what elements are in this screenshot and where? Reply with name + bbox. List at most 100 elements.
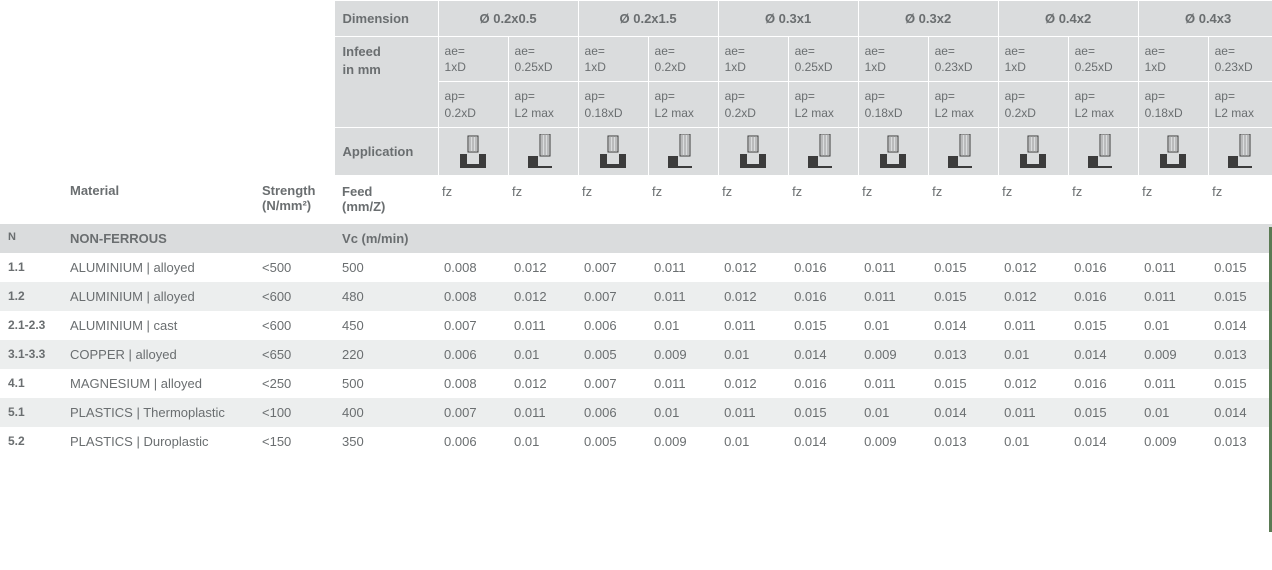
row-fz: 0.014	[1068, 340, 1138, 369]
shoulder-milling-icon	[1208, 127, 1272, 175]
row-strength: <600	[254, 282, 334, 311]
row-fz: 0.011	[718, 398, 788, 427]
vc-label: Vc (m/min)	[334, 224, 438, 253]
row-vc: 480	[334, 282, 438, 311]
table-row: 3.1-3.3COPPER | alloyed<6502200.0060.010…	[0, 340, 1272, 369]
row-fz: 0.012	[508, 253, 578, 282]
row-strength: <650	[254, 340, 334, 369]
dimension-row: Dimension Ø 0.2x0.5 Ø 0.2x1.5 Ø 0.3x1 Ø …	[0, 1, 1272, 37]
row-fz: 0.01	[508, 427, 578, 456]
table-row: 4.1MAGNESIUM | alloyed<2505000.0080.0120…	[0, 369, 1272, 398]
row-material: PLASTICS | Duroplastic	[62, 427, 254, 456]
row-fz: 0.011	[508, 398, 578, 427]
row-fz: 0.014	[928, 311, 998, 340]
row-fz: 0.011	[858, 369, 928, 398]
row-fz: 0.01	[508, 340, 578, 369]
infeed-ap: ap= 0.18xD	[578, 82, 648, 127]
infeed-ae: ae= 1xD	[578, 37, 648, 82]
infeed-ae: ae= 1xD	[438, 37, 508, 82]
shoulder-milling-icon	[928, 127, 998, 175]
row-fz: 0.01	[718, 340, 788, 369]
dimension-value: Ø 0.3x1	[718, 1, 858, 37]
row-fz: 0.012	[718, 369, 788, 398]
row-fz: 0.01	[1138, 311, 1208, 340]
row-fz: 0.012	[998, 282, 1068, 311]
infeed-ae: ae= 1xD	[998, 37, 1068, 82]
row-fz: 0.016	[788, 253, 858, 282]
infeed-ap: ap= 0.2xD	[438, 82, 508, 127]
slot-milling-icon	[578, 127, 648, 175]
row-fz: 0.008	[438, 282, 508, 311]
fz-header: fz	[508, 175, 578, 224]
row-fz: 0.012	[998, 369, 1068, 398]
row-fz: 0.008	[438, 369, 508, 398]
dimension-value: Ø 0.2x1.5	[578, 1, 718, 37]
row-strength: <250	[254, 369, 334, 398]
slot-milling-icon	[718, 127, 788, 175]
infeed-ap: ap= L2 max	[1068, 82, 1138, 127]
slot-milling-icon	[1138, 127, 1208, 175]
row-material: ALUMINIUM | alloyed	[62, 282, 254, 311]
row-fz: 0.012	[508, 282, 578, 311]
row-fz: 0.014	[788, 340, 858, 369]
infeed-ap-row: ap= 0.2xD ap= L2 max ap= 0.18xD ap= L2 m…	[0, 82, 1272, 127]
row-fz: 0.013	[928, 340, 998, 369]
row-fz: 0.011	[718, 311, 788, 340]
infeed-ap: ap= 0.2xD	[718, 82, 788, 127]
row-fz: 0.01	[648, 311, 718, 340]
fz-header: fz	[1068, 175, 1138, 224]
row-fz: 0.016	[788, 369, 858, 398]
row-fz: 0.011	[648, 282, 718, 311]
row-fz: 0.015	[1208, 369, 1272, 398]
row-fz: 0.014	[1068, 427, 1138, 456]
fz-header: fz	[1208, 175, 1272, 224]
row-code: 5.1	[0, 398, 62, 427]
row-material: ALUMINIUM | alloyed	[62, 253, 254, 282]
row-code: 1.2	[0, 282, 62, 311]
slot-milling-icon	[998, 127, 1068, 175]
row-fz: 0.015	[928, 282, 998, 311]
row-fz: 0.016	[1068, 253, 1138, 282]
row-fz: 0.006	[578, 398, 648, 427]
infeed-ae: ae= 0.23xD	[928, 37, 998, 82]
row-fz: 0.011	[858, 282, 928, 311]
row-fz: 0.016	[1068, 282, 1138, 311]
dimension-value: Ø 0.3x2	[858, 1, 998, 37]
row-strength: <100	[254, 398, 334, 427]
shoulder-milling-icon	[648, 127, 718, 175]
fz-header: fz	[648, 175, 718, 224]
row-fz: 0.011	[998, 311, 1068, 340]
row-fz: 0.007	[578, 282, 648, 311]
row-fz: 0.006	[438, 340, 508, 369]
row-fz: 0.015	[1208, 282, 1272, 311]
application-label: Application	[334, 127, 438, 175]
dimension-value: Ø 0.4x2	[998, 1, 1138, 37]
row-fz: 0.013	[1208, 340, 1272, 369]
row-fz: 0.014	[1208, 311, 1272, 340]
infeed-ae: ae= 0.25xD	[508, 37, 578, 82]
column-header-row: Material Strength (N/mm²) Feed (mm/Z) fz…	[0, 175, 1272, 224]
row-fz: 0.012	[718, 253, 788, 282]
row-fz: 0.005	[578, 427, 648, 456]
infeed-ap: ap= 0.18xD	[858, 82, 928, 127]
row-fz: 0.007	[438, 398, 508, 427]
row-fz: 0.01	[858, 398, 928, 427]
row-fz: 0.009	[648, 340, 718, 369]
infeed-ae: ae= 1xD	[858, 37, 928, 82]
main-table: Dimension Ø 0.2x0.5 Ø 0.2x1.5 Ø 0.3x1 Ø …	[0, 0, 1272, 456]
row-fz: 0.01	[648, 398, 718, 427]
row-fz: 0.011	[648, 253, 718, 282]
dimension-value: Ø 0.4x3	[1138, 1, 1272, 37]
fz-header: fz	[718, 175, 788, 224]
row-fz: 0.014	[928, 398, 998, 427]
row-vc: 350	[334, 427, 438, 456]
row-fz: 0.01	[1138, 398, 1208, 427]
material-header: Material	[62, 175, 254, 224]
row-code: 3.1-3.3	[0, 340, 62, 369]
shoulder-milling-icon	[1068, 127, 1138, 175]
row-code: 5.2	[0, 427, 62, 456]
row-fz: 0.015	[1068, 398, 1138, 427]
row-fz: 0.015	[928, 253, 998, 282]
row-fz: 0.015	[788, 311, 858, 340]
row-fz: 0.009	[648, 427, 718, 456]
